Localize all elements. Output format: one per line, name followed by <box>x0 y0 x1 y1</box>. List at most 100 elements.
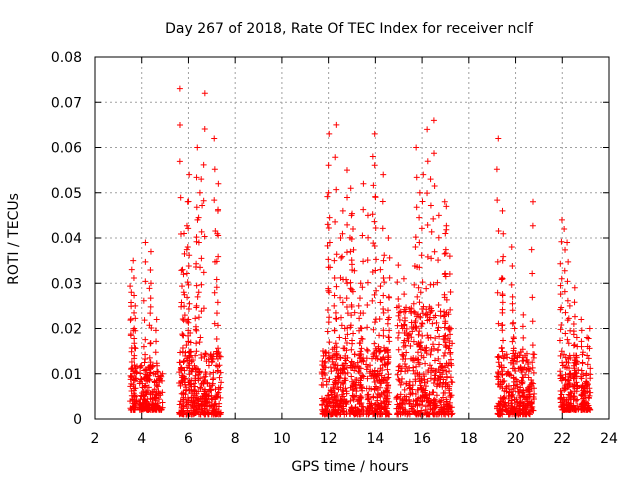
data-point <box>338 254 345 261</box>
data-point <box>379 198 386 205</box>
data-point <box>435 257 442 264</box>
data-point <box>187 339 194 346</box>
data-point <box>523 366 530 373</box>
data-point <box>339 379 346 386</box>
data-point <box>193 340 200 347</box>
data-point <box>419 198 426 205</box>
data-point <box>429 410 436 417</box>
data-point <box>495 135 502 142</box>
data-point <box>402 317 409 324</box>
data-point <box>517 394 524 401</box>
data-point <box>410 300 417 307</box>
data-point <box>422 406 429 413</box>
data-point <box>352 404 359 411</box>
data-point <box>364 396 371 403</box>
data-point <box>587 375 594 382</box>
data-point <box>380 327 387 334</box>
data-point <box>193 238 200 245</box>
data-point <box>331 352 338 359</box>
data-point <box>528 379 535 386</box>
data-point <box>394 371 401 378</box>
data-point <box>570 342 577 349</box>
data-point <box>422 312 429 319</box>
data-point <box>558 275 565 282</box>
data-point <box>500 337 507 344</box>
data-point <box>211 166 218 173</box>
data-point <box>155 390 162 397</box>
data-point <box>321 369 328 376</box>
data-point <box>198 355 205 362</box>
data-point <box>435 375 442 382</box>
data-point <box>437 399 444 406</box>
data-point <box>434 279 441 286</box>
data-point <box>181 230 188 237</box>
data-point <box>386 398 393 405</box>
data-point <box>529 294 536 301</box>
data-point <box>565 315 572 322</box>
data-point <box>419 320 426 327</box>
data-point <box>413 174 420 181</box>
data-point <box>411 357 418 364</box>
data-point <box>142 404 149 411</box>
data-point <box>565 355 572 362</box>
data-point <box>386 338 393 345</box>
data-point <box>194 293 201 300</box>
data-point <box>429 389 436 396</box>
data-point <box>184 244 191 251</box>
data-point <box>402 368 409 375</box>
data-point <box>358 358 365 365</box>
data-point <box>447 351 454 358</box>
data-point <box>127 372 134 379</box>
data-point <box>343 167 350 174</box>
data-point <box>425 399 432 406</box>
data-point <box>498 381 505 388</box>
data-point <box>573 370 580 377</box>
data-point <box>381 344 388 351</box>
data-point <box>493 166 500 173</box>
data-point <box>442 349 449 356</box>
data-point <box>196 189 203 196</box>
data-point <box>209 409 216 416</box>
data-point <box>152 371 159 378</box>
data-point <box>213 276 220 283</box>
data-point <box>201 233 208 240</box>
data-point <box>518 379 525 386</box>
data-point <box>355 407 362 414</box>
data-point <box>384 366 391 373</box>
data-point <box>371 162 378 169</box>
data-point <box>359 284 366 291</box>
data-point <box>200 305 207 312</box>
data-point <box>585 335 592 342</box>
x-tick-label: 4 <box>137 431 146 447</box>
data-point <box>573 397 580 404</box>
data-point <box>384 316 391 323</box>
data-point <box>130 327 137 334</box>
data-point <box>415 356 422 363</box>
data-point <box>418 407 425 414</box>
data-point <box>329 394 336 401</box>
data-point <box>364 347 371 354</box>
data-point <box>146 322 153 329</box>
data-point <box>395 262 402 269</box>
data-point <box>335 406 342 413</box>
data-point <box>332 315 339 322</box>
data-point <box>413 411 420 418</box>
data-point <box>587 389 594 396</box>
data-point <box>509 262 516 269</box>
data-point <box>395 329 402 336</box>
data-point <box>142 391 149 398</box>
data-point <box>509 391 516 398</box>
data-point <box>446 342 453 349</box>
data-point <box>371 291 378 298</box>
data-point <box>186 252 193 259</box>
data-point <box>357 355 364 362</box>
data-point <box>381 252 388 259</box>
data-point <box>573 379 580 386</box>
data-point <box>199 394 206 401</box>
data-point <box>499 207 506 214</box>
data-point <box>416 189 423 196</box>
data-point <box>331 275 338 282</box>
data-point <box>215 180 222 187</box>
data-point <box>187 330 194 337</box>
data-point <box>332 377 339 384</box>
